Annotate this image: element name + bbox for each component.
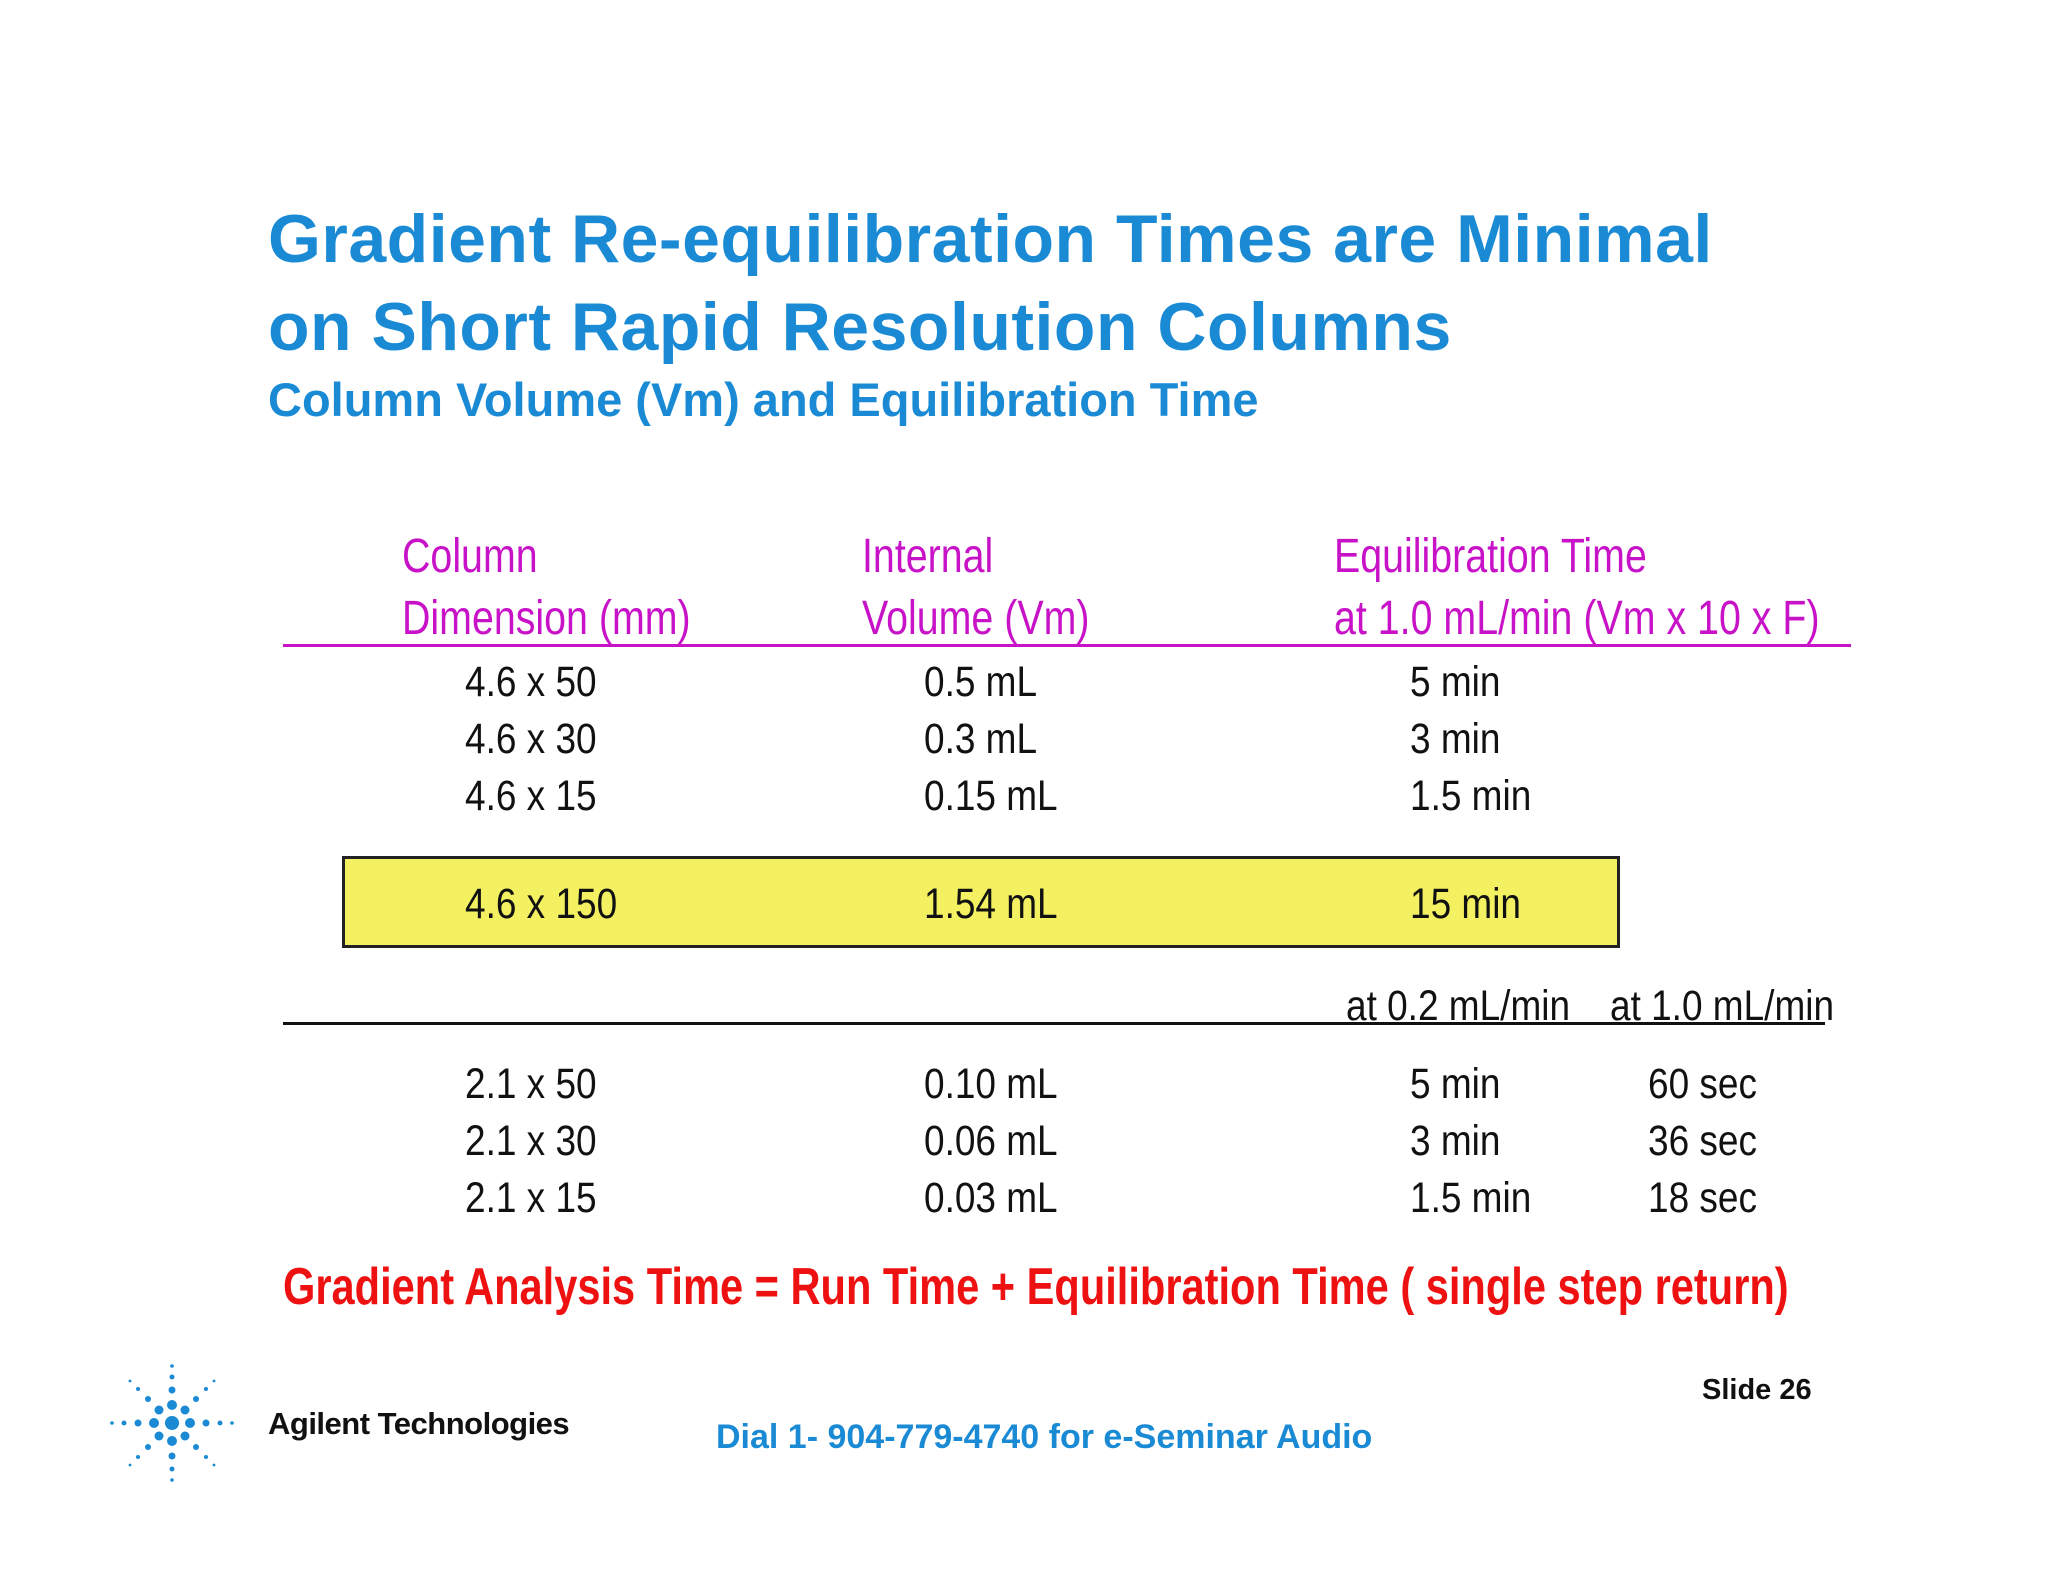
- subheader-at-1-0: at 1.0 mL/min: [1610, 982, 1835, 1030]
- table-cell-time2: 60 sec: [1648, 1060, 1757, 1108]
- highlight-cell-time: 15 min: [1410, 880, 1522, 928]
- subheader-at-0-2: at 0.2 mL/min: [1346, 982, 1571, 1030]
- highlight-cell-vol: 1.54 mL: [924, 880, 1058, 928]
- header-col1-line2: Dimension (mm): [402, 592, 691, 645]
- table-cell-time2: 36 sec: [1648, 1117, 1757, 1165]
- slide-number: Slide 26: [1702, 1374, 1812, 1406]
- table-cell-time: 3 min: [1410, 715, 1501, 763]
- table-cell-vol: 0.5 mL: [924, 658, 1038, 706]
- header-col3-line1: Equilibration Time: [1334, 530, 1647, 583]
- header-internal-volume: Internal Volume (Vm): [862, 526, 1089, 650]
- slide-title: Gradient Re-equilibration Times are Mini…: [268, 195, 1713, 371]
- table-cell-dim: 2.1 x 15: [465, 1174, 597, 1222]
- header-col2-line2: Volume (Vm): [862, 592, 1090, 645]
- slide-subtitle: Column Volume (Vm) and Equilibration Tim…: [268, 373, 1259, 426]
- title-line-2: on Short Rapid Resolution Columns: [268, 289, 1452, 365]
- table-cell-time: 1.5 min: [1410, 1174, 1532, 1222]
- table-cell-dim: 2.1 x 50: [465, 1060, 597, 1108]
- table-cell-dim: 2.1 x 30: [465, 1117, 597, 1165]
- table-cell-time: 3 min: [1410, 1117, 1501, 1165]
- header-col3-line2: at 1.0 mL/min (Vm x 10 x F): [1334, 592, 1820, 645]
- table-cell-dim: 4.6 x 15: [465, 772, 597, 820]
- header-col1-line1: Column: [402, 530, 538, 583]
- table-cell-time: 5 min: [1410, 658, 1501, 706]
- highlight-row-box: [342, 856, 1620, 948]
- subheader-divider: [283, 1022, 1825, 1025]
- table-cell-time: 5 min: [1410, 1060, 1501, 1108]
- table-cell-vol: 0.3 mL: [924, 715, 1038, 763]
- table-cell-vol: 0.03 mL: [924, 1174, 1058, 1222]
- brand-name: Agilent Technologies: [268, 1406, 570, 1441]
- table-cell-vol: 0.06 mL: [924, 1117, 1058, 1165]
- header-equilibration-time: Equilibration Time at 1.0 mL/min (Vm x 1…: [1334, 526, 1820, 650]
- table-cell-vol: 0.10 mL: [924, 1060, 1058, 1108]
- table-cell-time: 1.5 min: [1410, 772, 1532, 820]
- formula-text: Gradient Analysis Time = Run Time + Equi…: [283, 1258, 1789, 1316]
- table-cell-dim: 4.6 x 30: [465, 715, 597, 763]
- header-col2-line1: Internal: [862, 530, 994, 583]
- highlight-cell-dim: 4.6 x 150: [465, 880, 618, 928]
- table-cell-dim: 4.6 x 50: [465, 658, 597, 706]
- header-divider: [283, 644, 1851, 647]
- agilent-spark-icon: [110, 1364, 234, 1482]
- table-cell-time2: 18 sec: [1648, 1174, 1757, 1222]
- title-line-1: Gradient Re-equilibration Times are Mini…: [268, 201, 1713, 277]
- header-column-dimension: Column Dimension (mm): [402, 526, 691, 650]
- table-cell-vol: 0.15 mL: [924, 772, 1058, 820]
- dial-in-info: Dial 1- 904-779-4740 for e-Seminar Audio: [716, 1418, 1373, 1456]
